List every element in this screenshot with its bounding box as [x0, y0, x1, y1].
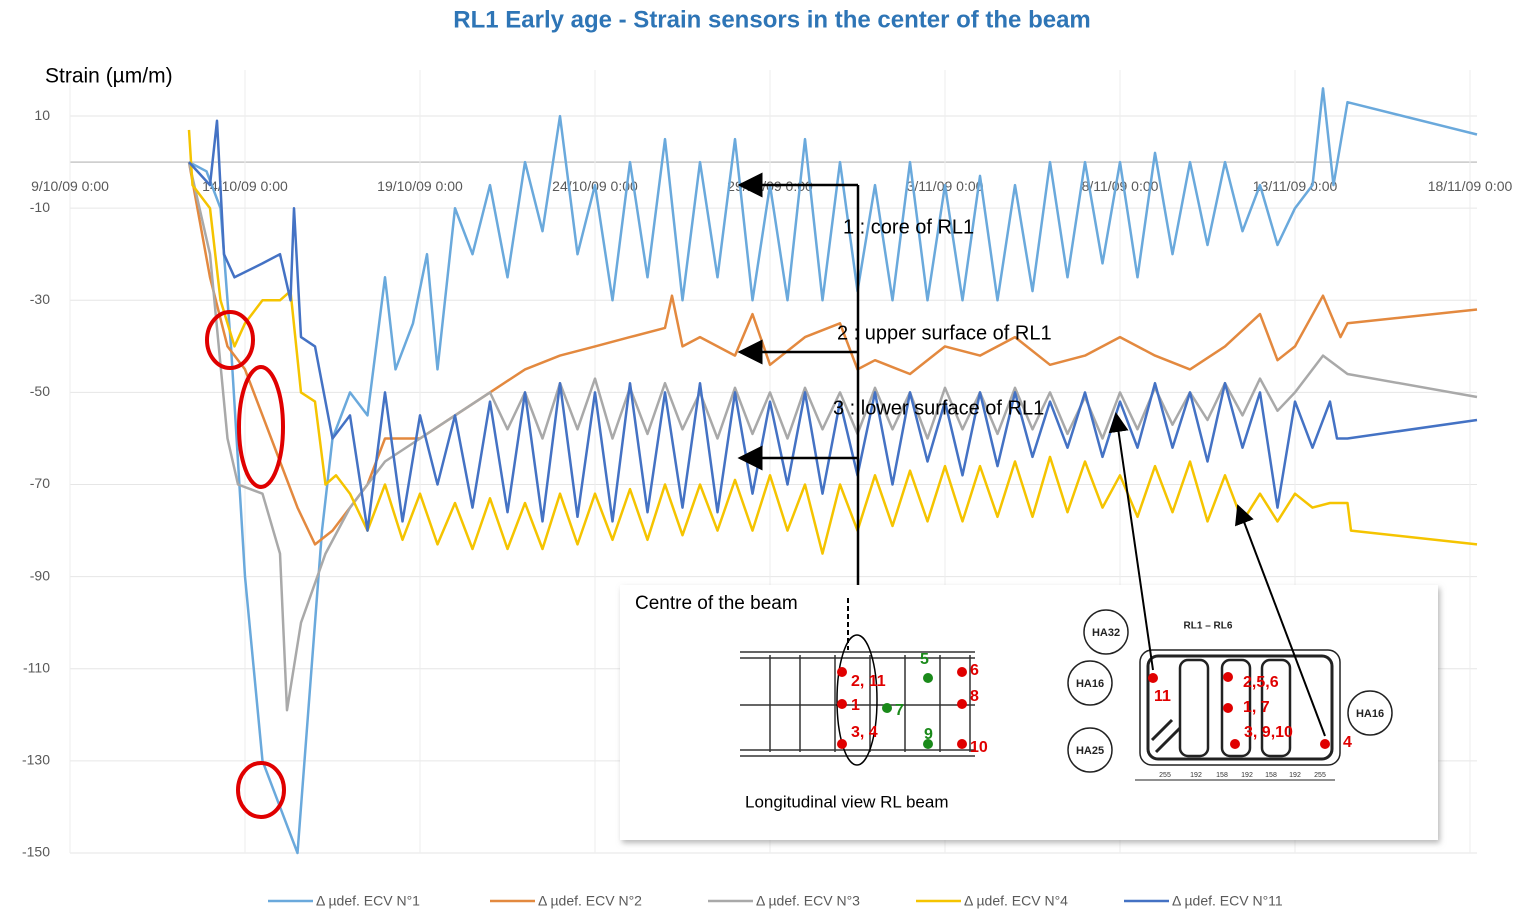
- beam-drawing: [740, 598, 975, 766]
- annotation: 1 : core of RL1: [843, 216, 974, 238]
- y-tick-label: -30: [30, 291, 50, 307]
- sensor-label: 6: [970, 662, 979, 679]
- x-tick-label: 19/10/09 0:00: [377, 178, 463, 194]
- sensor-label: 9: [924, 726, 933, 743]
- legend-label: Δ µdef. ECV N°1: [316, 893, 420, 909]
- bar-label: HA25: [1076, 745, 1104, 757]
- sensor-arrows: [1108, 412, 1326, 737]
- chart-title: RL1 Early age - Strain sensors in the ce…: [453, 6, 1091, 33]
- dimension: 255: [1159, 772, 1171, 779]
- dimension: 192: [1241, 772, 1253, 779]
- y-tick-label: -110: [23, 659, 50, 675]
- y-tick-label: -90: [30, 567, 50, 583]
- annotation-arrows: [737, 172, 860, 630]
- x-tick-label: 18/11/09 0:00: [1428, 178, 1513, 194]
- sensor-dots: [837, 667, 967, 749]
- section-drawing: [1067, 609, 1393, 781]
- annotation: 2 : upper surface of RL1: [837, 322, 1052, 344]
- legend-label: Δ µdef. ECV N°2: [538, 893, 642, 909]
- y-tick-label: -50: [30, 383, 50, 399]
- annotation: 3 : lower surface of RL1: [833, 397, 1044, 419]
- y-tick-label: -10: [30, 199, 50, 215]
- dimension: 192: [1289, 772, 1301, 779]
- highlight-circles: [205, 310, 286, 819]
- sensor-label: 4: [1343, 734, 1352, 751]
- sensor-dots: [1148, 672, 1330, 749]
- inset-panel: [620, 585, 1438, 840]
- dimension: 255: [1314, 772, 1326, 779]
- sensor-label: 3, 4: [851, 724, 878, 741]
- sensor-label: 2,5,6: [1243, 674, 1279, 691]
- inset-caption: Longitudinal view RL beam: [745, 792, 949, 811]
- sensor-label: 2, 11: [851, 673, 886, 690]
- y-tick-label: -150: [22, 844, 50, 860]
- x-tick-label: 9/10/09 0:00: [31, 178, 109, 194]
- dimension: 192: [1190, 772, 1202, 779]
- legend-label: Δ µdef. ECV N°3: [756, 893, 860, 909]
- legend-label: Δ µdef. ECV N°11: [1172, 893, 1283, 909]
- y-tick-label: -70: [30, 475, 50, 491]
- bar-label: HA32: [1092, 627, 1120, 639]
- sensor-label: 1: [851, 697, 860, 714]
- series-line: [187, 161, 1478, 712]
- dimension: 158: [1265, 772, 1277, 779]
- sensor-label: 11: [1154, 688, 1171, 705]
- x-tick-label: 8/11/09 0:00: [1082, 178, 1159, 194]
- sensor-label: 1, 7: [1243, 699, 1270, 716]
- sensor-label: 5: [920, 651, 929, 668]
- section-title: RL1 – RL6: [1184, 621, 1233, 632]
- y-tick-label: -130: [22, 752, 50, 768]
- sensor-label: 8: [970, 688, 979, 705]
- y-tick-label: 10: [34, 107, 50, 123]
- legend: Δ µdef. ECV N°1 Δ µdef. ECV N°2 Δ µdef. EC…: [268, 893, 1283, 909]
- bar-label: HA16: [1356, 708, 1384, 720]
- y-axis-label: Strain (µm/m): [45, 65, 173, 88]
- inset-title: Centre of the beam: [635, 593, 798, 614]
- x-tick-label: 14/10/09 0:00: [202, 178, 288, 194]
- bar-label: HA16: [1076, 678, 1104, 690]
- sensor-label: 3, 9,10: [1244, 724, 1293, 741]
- legend-label: Δ µdef. ECV N°4: [964, 893, 1068, 909]
- series-line: [187, 161, 1478, 546]
- dimension: 158: [1216, 772, 1228, 779]
- sensor-label: 10: [970, 739, 988, 756]
- sensor-label: 7: [895, 702, 904, 719]
- x-tick-label: 13/11/09 0:00: [1253, 178, 1338, 194]
- series-line: [188, 87, 1478, 855]
- series-line: [187, 129, 1478, 555]
